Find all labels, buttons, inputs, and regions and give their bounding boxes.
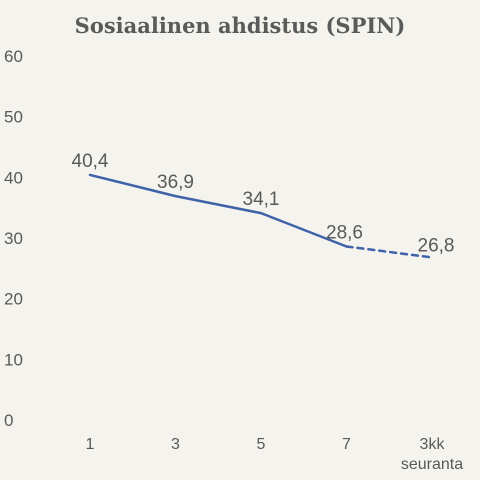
- y-tick-label: 40: [4, 168, 23, 187]
- data-label: 36,9: [157, 172, 194, 193]
- y-tick-label: 10: [4, 350, 23, 369]
- y-tick-label: 0: [4, 411, 13, 430]
- y-tick-label: 30: [4, 229, 23, 248]
- y-tick-label: 50: [4, 108, 23, 127]
- x-tick-label: 7: [342, 436, 351, 453]
- y-tick-label: 20: [4, 290, 23, 309]
- data-label: 28,6: [326, 222, 363, 243]
- series-segment: [174, 194, 263, 215]
- data-label: 26,8: [418, 235, 455, 256]
- x-tick-label: 5: [257, 436, 266, 453]
- chart-title: Sosiaalinen ahdistus (SPIN): [75, 13, 406, 38]
- data-label: 34,1: [243, 189, 280, 210]
- data-labels: 40,4 36,9 34,1 28,6 26,8: [72, 151, 455, 257]
- x-tick-label: 1: [86, 436, 95, 453]
- data-label: 40,4: [72, 151, 109, 172]
- y-tick-label: 60: [4, 47, 23, 66]
- x-tick-label: 3: [171, 436, 180, 453]
- series-segment-dashed: [345, 245, 434, 259]
- x-tick-label: 3kk seuranta: [401, 436, 463, 473]
- y-axis: 0 10 20 30 40 50 60: [4, 47, 23, 430]
- series-segment: [88, 173, 177, 198]
- x-axis: 1 3 5 7 3kk seuranta: [86, 436, 464, 473]
- series-lines: [88, 173, 434, 259]
- series-segment: [259, 211, 348, 248]
